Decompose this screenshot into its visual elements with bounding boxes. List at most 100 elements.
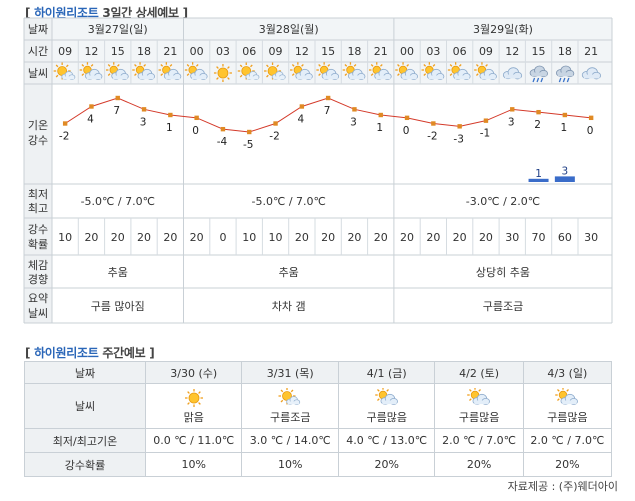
hour-label: 09 <box>269 45 283 58</box>
precip-prob: 20 <box>374 231 388 244</box>
day-feel: 추움 <box>279 266 299 279</box>
temp-point <box>168 112 173 118</box>
week-weather-cell: 맑음 <box>144 383 243 429</box>
precip-prob: 20 <box>295 231 309 244</box>
day-feel: 추움 <box>108 266 128 279</box>
precip-prob: 10 <box>242 231 256 244</box>
cloud-sun-icon <box>79 62 103 80</box>
temp-point <box>588 115 594 121</box>
precip-prob: 20 <box>321 231 335 244</box>
precip-prob: 20 <box>400 231 414 244</box>
row-label-precip: 강수 <box>28 134 48 147</box>
hour-label: 03 <box>426 45 440 58</box>
precip-prob: 20 <box>347 231 361 244</box>
cloud-sun-icon <box>474 62 497 80</box>
hour-label: 15 <box>111 45 125 58</box>
week-weather-desc: 구름조금 <box>269 410 311 424</box>
precip-prob: 10 <box>58 231 72 244</box>
temp-value: 7 <box>324 105 331 117</box>
precip-prob: 10 <box>269 231 283 244</box>
cloud-sun-icon <box>132 62 155 80</box>
precip-prob: 20 <box>426 231 440 244</box>
temp-point <box>220 126 226 132</box>
hour-label: 12 <box>84 45 98 58</box>
week-precip-label: 강수확률 <box>24 452 146 477</box>
week-weather-desc: 구름많음 <box>547 410 588 424</box>
precip-bar <box>528 178 549 182</box>
precip-prob: 20 <box>453 231 467 244</box>
precip-prob: 20 <box>111 231 125 244</box>
row-label-min: 최저 <box>28 188 48 201</box>
sun-icon <box>213 64 232 82</box>
temp-value: -2 <box>427 131 437 143</box>
row-label-summary2: 날씨 <box>28 307 48 320</box>
weekly-forecast-table: 날짜 3/30 (수) 3/31 (목) 4/1 (금) 4/2 (토) 4/3… <box>24 361 613 477</box>
hour-label: 21 <box>374 45 388 58</box>
hour-label: 00 <box>190 45 204 58</box>
day-minmax: -5.0℃ / 7.0℃ <box>81 195 155 208</box>
week-weather-cell: 구름많음 <box>337 383 436 429</box>
temp-value: 7 <box>113 105 120 117</box>
temp-point <box>141 107 147 112</box>
temp-point <box>352 107 357 112</box>
temp-value: 2 <box>534 119 541 131</box>
week-precip: 10% <box>144 452 243 477</box>
temp-point <box>325 95 331 101</box>
temp-point <box>510 107 515 112</box>
hour-label: 18 <box>137 45 151 58</box>
sun-icon <box>184 388 203 407</box>
week-date: 3/30 (수) <box>144 361 243 384</box>
sun-cloud-icon <box>278 387 301 405</box>
temp-point <box>431 121 436 126</box>
day-summary: 차차 갬 <box>272 300 306 313</box>
cloud-sun-icon <box>395 62 418 80</box>
sun-cloud-icon <box>264 62 286 80</box>
day-summary: 구름조금 <box>483 300 523 313</box>
week-temps: 2.0 ℃ / 7.0℃ <box>434 428 524 453</box>
hour-label: 03 <box>216 45 230 58</box>
hour-label: 18 <box>558 45 572 58</box>
temp-value: 3 <box>140 116 147 128</box>
cloud-icon <box>581 67 602 80</box>
temp-point <box>536 109 541 115</box>
precip-bar <box>554 176 575 182</box>
temp-value: 3 <box>508 116 515 128</box>
temp-value: 1 <box>561 122 568 134</box>
temp-point <box>483 118 489 123</box>
week-weather-desc: 맑음 <box>183 410 204 424</box>
cloud-rain-icon <box>529 65 548 83</box>
cloud-sun-icon <box>421 62 445 80</box>
precip-prob: 30 <box>584 231 598 244</box>
day-summary: 구름 많아짐 <box>91 300 145 313</box>
row-label-time: 시간 <box>28 45 48 58</box>
precip-amount: 3 <box>562 165 569 177</box>
week-precip: 20% <box>434 452 524 477</box>
temp-point <box>247 129 252 135</box>
row-label-prob2: 확률 <box>28 238 48 251</box>
week-temps: 4.0 ℃ / 13.0℃ <box>337 428 436 453</box>
hour-label: 06 <box>453 45 467 58</box>
day-date: 3월27일(일) <box>88 22 148 36</box>
temp-point <box>115 95 120 101</box>
temp-value: 1 <box>376 122 383 134</box>
row-label-prob1: 강수 <box>28 223 48 236</box>
row-label-summary1: 요약 <box>28 291 48 305</box>
hour-label: 06 <box>242 45 256 58</box>
row-label-feel1: 체감 <box>28 259 48 272</box>
cloud-sun-icon <box>184 62 208 80</box>
cloud-sun-icon <box>447 62 471 80</box>
precip-prob: 20 <box>84 231 98 244</box>
cloud-sun-icon <box>467 387 491 405</box>
cloud-sun-icon <box>342 62 366 80</box>
week-weather-cell: 구름많음 <box>434 383 524 429</box>
temp-value: -3 <box>453 133 463 145</box>
week-date: 4/2 (토) <box>434 361 524 384</box>
cloud-icon <box>502 67 523 80</box>
precip-amount: 1 <box>535 168 542 180</box>
data-source-credit: 자료제공 : (주)웨더아이 <box>507 480 618 493</box>
detail-forecast-grid: 날짜시간날씨기온강수최저최고강수확률체감경향요약날씨3월27일(일)-5.0℃ … <box>23 17 613 324</box>
week-temps: 0.0 ℃ / 11.0℃ <box>144 428 243 453</box>
week-weather-cell: 구름많음 <box>522 383 613 429</box>
precip-prob: 70 <box>532 231 546 244</box>
hour-label: 18 <box>347 45 361 58</box>
